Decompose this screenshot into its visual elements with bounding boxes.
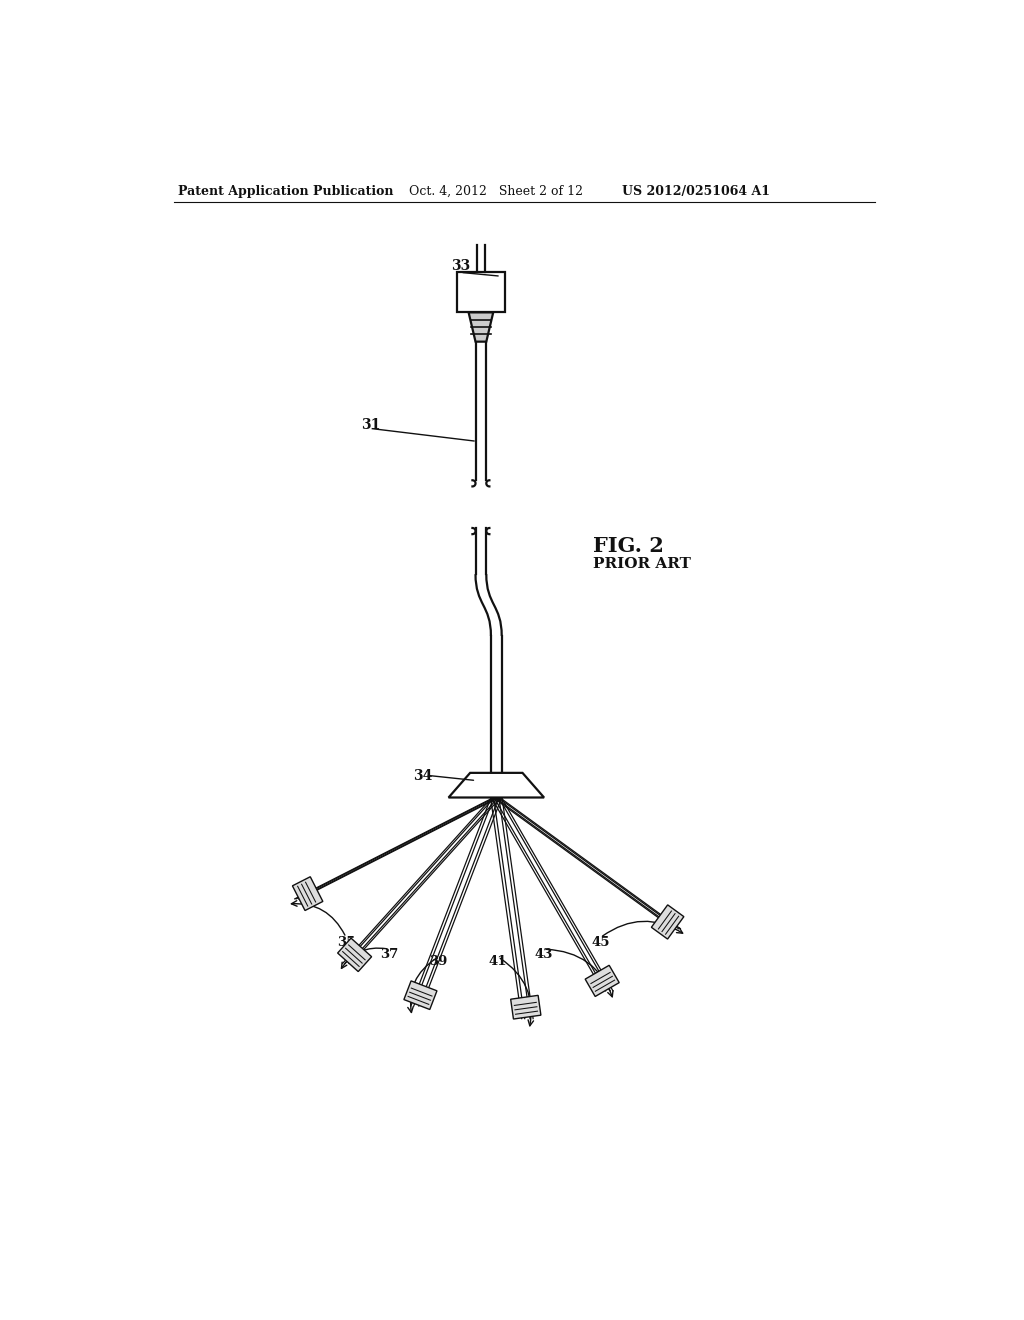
Text: 34: 34	[413, 770, 432, 783]
Polygon shape	[403, 981, 437, 1010]
Polygon shape	[585, 965, 620, 997]
Bar	[457, 272, 505, 313]
Text: US 2012/0251064 A1: US 2012/0251064 A1	[622, 185, 770, 198]
Text: PRIOR ART: PRIOR ART	[593, 557, 690, 572]
Text: 35: 35	[337, 936, 355, 949]
Text: 41: 41	[488, 956, 507, 969]
Polygon shape	[293, 876, 323, 911]
Text: 43: 43	[535, 948, 553, 961]
Polygon shape	[338, 939, 372, 972]
Text: 31: 31	[361, 418, 381, 432]
Polygon shape	[511, 995, 541, 1019]
Polygon shape	[469, 313, 494, 342]
Polygon shape	[449, 774, 544, 797]
Text: FIG. 2: FIG. 2	[593, 536, 664, 556]
Text: 45: 45	[591, 936, 609, 949]
Polygon shape	[651, 906, 684, 939]
Text: Patent Application Publication: Patent Application Publication	[178, 185, 394, 198]
Text: 39: 39	[429, 956, 447, 969]
Text: 37: 37	[380, 948, 398, 961]
Text: Oct. 4, 2012   Sheet 2 of 12: Oct. 4, 2012 Sheet 2 of 12	[410, 185, 584, 198]
Text: 33: 33	[451, 259, 470, 272]
